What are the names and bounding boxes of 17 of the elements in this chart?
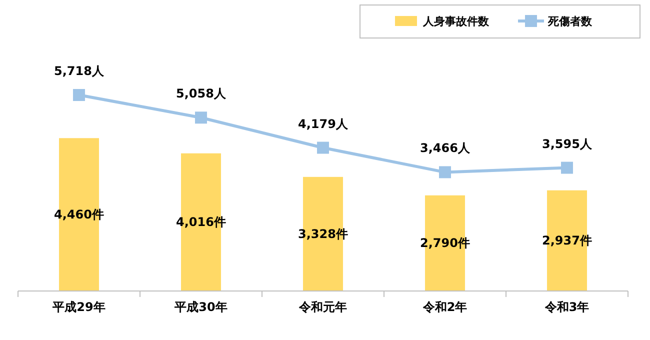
data-label: 5,058人 xyxy=(176,86,227,101)
data-label: 5,718人 xyxy=(54,64,105,78)
point xyxy=(561,162,573,174)
x-tick-label: 令和3年 xyxy=(544,300,590,314)
x-tick-label: 令和2年 xyxy=(422,300,468,314)
data-label: 3,595人 xyxy=(542,136,593,151)
point xyxy=(439,166,451,178)
point xyxy=(73,89,85,101)
legend-label: 人身事故件数 xyxy=(422,15,490,28)
data-label: 3,466人 xyxy=(420,141,471,156)
x-tick-label: 平成29年 xyxy=(52,300,106,314)
legend-label: 死傷者数 xyxy=(547,15,593,28)
point xyxy=(317,142,329,154)
data-label: 4,179人 xyxy=(298,116,349,131)
x-tick-label: 令和元年 xyxy=(298,300,347,314)
x-tick-label: 平成30年 xyxy=(174,300,228,314)
point xyxy=(195,112,207,124)
